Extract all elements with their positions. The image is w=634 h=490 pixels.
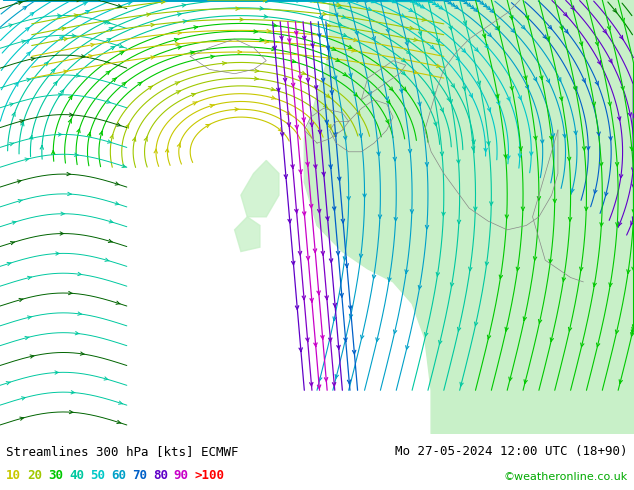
Text: 70: 70 [132, 468, 147, 482]
Text: Mo 27-05-2024 12:00 UTC (18+90): Mo 27-05-2024 12:00 UTC (18+90) [395, 445, 628, 458]
Text: 90: 90 [174, 468, 189, 482]
Polygon shape [235, 217, 260, 251]
Text: >100: >100 [195, 468, 224, 482]
Text: 30: 30 [48, 468, 63, 482]
Polygon shape [304, 0, 634, 434]
Text: 20: 20 [27, 468, 42, 482]
Text: ©weatheronline.co.uk: ©weatheronline.co.uk [503, 471, 628, 482]
Text: Streamlines 300 hPa [kts] ECMWF: Streamlines 300 hPa [kts] ECMWF [6, 445, 239, 458]
Text: 40: 40 [69, 468, 84, 482]
Text: 80: 80 [153, 468, 168, 482]
Text: 50: 50 [90, 468, 105, 482]
Polygon shape [241, 160, 279, 217]
Text: 60: 60 [111, 468, 126, 482]
Text: 10: 10 [6, 468, 22, 482]
